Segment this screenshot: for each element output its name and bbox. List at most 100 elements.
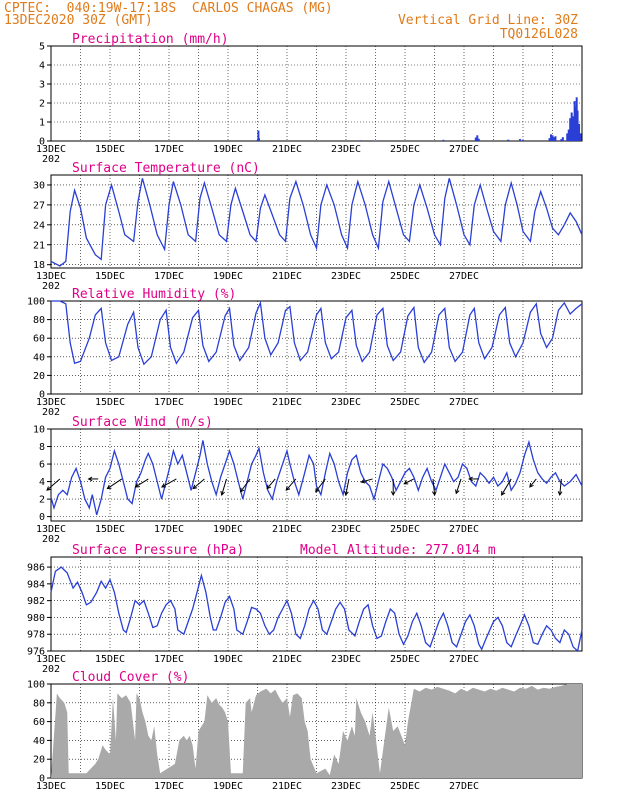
precip-bar xyxy=(574,106,577,141)
x-tick-label: 19DEC xyxy=(213,144,243,155)
x-tick-label: 13DEC xyxy=(36,144,66,155)
x-year-label: 202 xyxy=(42,407,60,418)
wind-arrow xyxy=(345,478,350,496)
x-tick-label: 21DEC xyxy=(272,654,302,665)
precip-bar xyxy=(551,135,554,141)
x-tick-label: 15DEC xyxy=(95,144,125,155)
wind-arrow xyxy=(107,478,123,489)
y-tick-label: 20 xyxy=(33,755,45,766)
series-line xyxy=(51,300,583,366)
wind-arrow-head xyxy=(557,491,563,496)
panel-title: Surface Pressure (hPa) xyxy=(72,543,244,558)
panel-annotation: Model Altitude: 277.014 m xyxy=(300,543,496,558)
y-tick-label: 0 xyxy=(39,512,45,523)
x-tick-label: 27DEC xyxy=(449,144,479,155)
x-tick-label: 23DEC xyxy=(331,781,361,792)
x-tick-label: 13DEC xyxy=(36,524,66,535)
x-tick-label: 27DEC xyxy=(449,397,479,408)
x-year-label: 202 xyxy=(42,281,60,292)
y-tick-label: 2 xyxy=(39,99,45,110)
y-tick-label: 986 xyxy=(27,563,45,574)
wind-arrow xyxy=(266,478,276,489)
panel-6: 0 20 40 60 80 100 13DEC 15DEC 17DEC 19DEC 21DEC 23D… xyxy=(27,670,583,792)
wind-arrow-head xyxy=(192,484,198,490)
panel-3: 0 20 40 60 80 100 13DEC 15DEC 17DEC 19DEC 21DEC 23D… xyxy=(27,287,583,418)
panel-title: Precipitation (mm/h) xyxy=(72,32,229,47)
y-tick-label: 4 xyxy=(39,477,45,488)
x-tick-label: 13DEC xyxy=(36,654,66,665)
precip-bar xyxy=(550,134,553,141)
precip-bar xyxy=(561,137,564,141)
panel-5: 976 978 980 982 984 986 13DEC 15DEC 17DEC 19DEC 21… xyxy=(27,543,583,675)
x-year-label: 202 xyxy=(42,534,60,545)
wind-arrow-head xyxy=(285,486,291,491)
precip-bar xyxy=(374,140,377,141)
wind-arrow-head xyxy=(403,480,409,485)
station-header: CPTEC: 040:19W-17:18S CARLOS CHAGAS (MG) xyxy=(4,1,333,16)
panel-1: 0 1 2 3 4 5 13DEC 15DEC 17DEC 19DEC 21DEC 23DEC 25DE… xyxy=(36,32,583,165)
x-tick-label: 15DEC xyxy=(95,271,125,282)
y-tick-label: 21 xyxy=(33,240,45,251)
x-tick-label: 17DEC xyxy=(154,397,184,408)
x-tick-label: 15DEC xyxy=(95,397,125,408)
precip-bar xyxy=(554,136,557,141)
wind-arrow xyxy=(285,478,297,491)
cloud-cover-area xyxy=(51,684,582,778)
x-tick-label: 15DEC xyxy=(95,781,125,792)
precip-bar xyxy=(507,139,510,141)
y-tick-label: 60 xyxy=(33,717,45,728)
precip-bar xyxy=(257,130,260,141)
panel-title: Surface Wind (m/s) xyxy=(72,415,213,430)
precip-bar xyxy=(359,140,362,141)
x-tick-label: 27DEC xyxy=(449,524,479,535)
y-tick-label: 100 xyxy=(27,680,45,691)
wind-arrow xyxy=(315,478,326,493)
precip-bar xyxy=(576,110,579,141)
wind-arrow xyxy=(46,478,61,491)
wind-arrow-head xyxy=(106,484,112,490)
wind-arrow xyxy=(192,478,205,489)
y-tick-label: 30 xyxy=(33,180,45,191)
x-tick-label: 25DEC xyxy=(390,271,420,282)
wind-arrow xyxy=(529,478,537,488)
x-tick-label: 25DEC xyxy=(390,397,420,408)
x-tick-label: 17DEC xyxy=(154,271,184,282)
x-tick-label: 21DEC xyxy=(272,781,302,792)
x-tick-label: 19DEC xyxy=(213,781,243,792)
y-tick-label: 2 xyxy=(39,495,45,506)
y-tick-label: 10 xyxy=(33,425,45,436)
precip-bar xyxy=(578,123,581,141)
x-tick-label: 23DEC xyxy=(331,524,361,535)
wind-arrow-head xyxy=(134,483,140,488)
y-tick-label: 0 xyxy=(39,774,45,785)
wind-arrow xyxy=(361,478,373,483)
wind-arrow-head xyxy=(431,491,437,496)
wind-arrow-head xyxy=(161,483,166,488)
wind-arrow-head xyxy=(344,490,349,496)
x-tick-label: 13DEC xyxy=(36,781,66,792)
panel-4: 0 2 4 6 8 10 13DEC 15DEC 17DEC 19DEC 21DEC 23DEC 25D… xyxy=(33,415,583,545)
x-tick-label: 13DEC xyxy=(36,271,66,282)
x-tick-label: 21DEC xyxy=(272,144,302,155)
wind-arrow-head xyxy=(529,482,534,488)
vertical-grid-note: Vertical Grid Line: 30Z xyxy=(397,13,578,28)
date-header: 13DEC2020 30Z (GMT) xyxy=(4,13,153,28)
panel-title: Relative Humidity (%) xyxy=(72,287,236,302)
x-tick-label: 21DEC xyxy=(272,271,302,282)
wind-arrow xyxy=(455,478,462,494)
wind-arrow-head xyxy=(468,476,473,482)
y-tick-label: 3 xyxy=(39,80,45,91)
series-line xyxy=(50,439,583,516)
panel-title: Cloud Cover (%) xyxy=(72,670,189,685)
x-tick-label: 17DEC xyxy=(154,654,184,665)
x-year-label: 202 xyxy=(42,664,60,675)
panel-frame xyxy=(50,45,583,142)
wind-arrow xyxy=(432,478,436,495)
x-tick-label: 19DEC xyxy=(213,271,243,282)
x-tick-label: 23DEC xyxy=(331,654,361,665)
y-tick-label: 27 xyxy=(33,200,45,211)
y-tick-label: 980 xyxy=(27,613,45,624)
y-tick-label: 0 xyxy=(39,390,45,401)
x-tick-label: 27DEC xyxy=(449,781,479,792)
